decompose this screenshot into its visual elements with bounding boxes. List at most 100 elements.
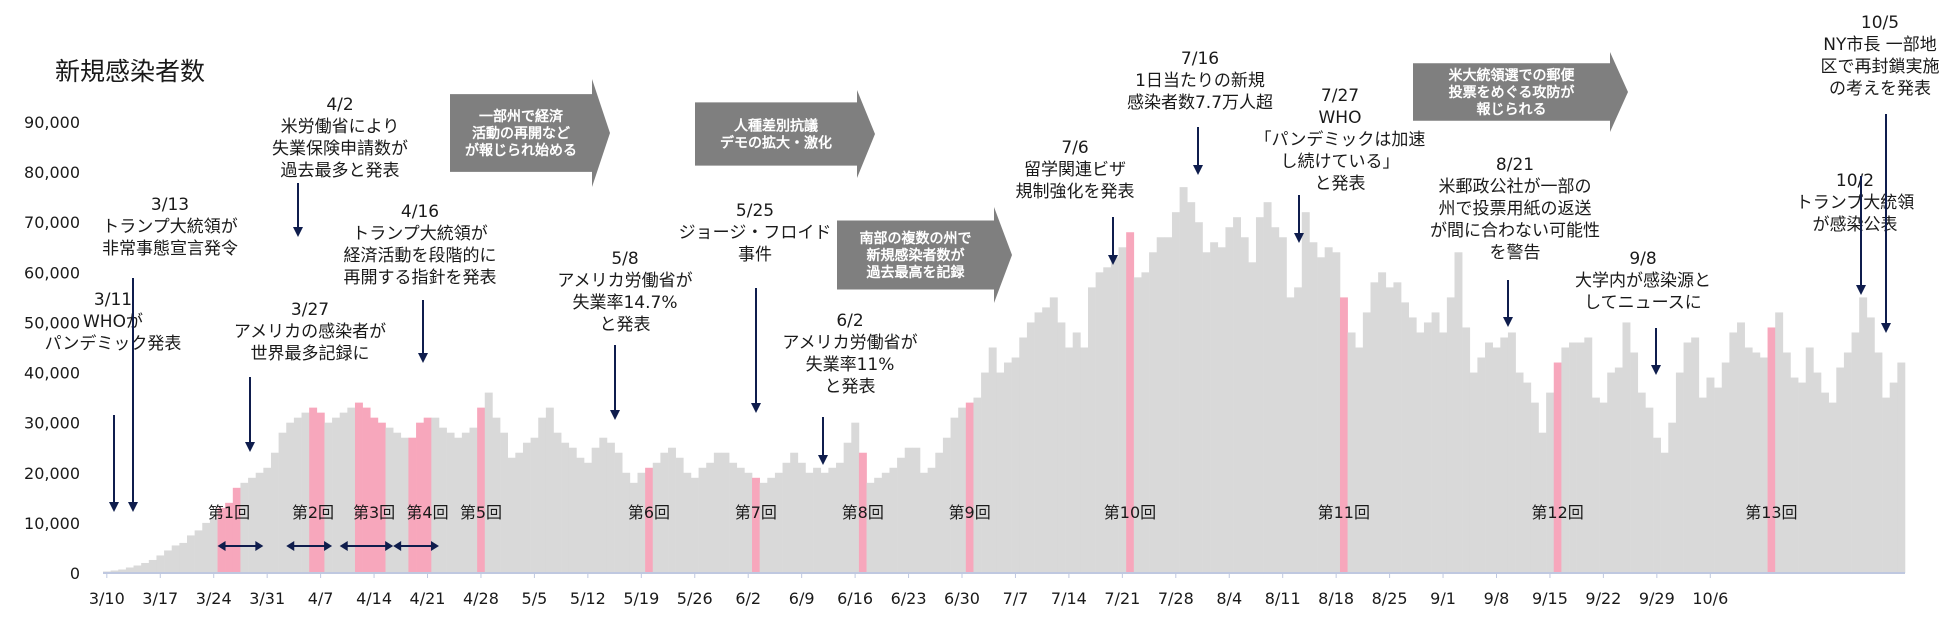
annotation-text: トランプ大統領が: [102, 217, 238, 237]
y-tick-label: 70,000: [24, 213, 80, 232]
bar: [530, 437, 539, 573]
bar: [1882, 397, 1891, 573]
annotation-arrowhead: [1503, 317, 1513, 327]
bar: [1798, 382, 1807, 573]
bar: [1401, 302, 1409, 573]
bar: [1805, 347, 1814, 573]
x-tick-label: 3/10: [89, 589, 125, 608]
bar: [194, 530, 203, 573]
bar: [1065, 347, 1074, 573]
event-annotations: 3/11WHOがパンデミック発表3/13トランプ大統領が非常事態宣言発令4/2米…: [45, 13, 1940, 512]
x-tick-label: 5/12: [570, 589, 606, 608]
event-banner-text: 一部州で経済: [479, 108, 564, 125]
event-banner-text: 新規感染者数が: [867, 247, 966, 264]
bar: [950, 417, 959, 573]
highlight-bar: [316, 412, 325, 573]
bar: [1423, 322, 1432, 573]
bar: [996, 372, 1005, 573]
bar: [1439, 332, 1448, 573]
bar: [759, 482, 768, 573]
highlight-bar: [477, 407, 486, 573]
bar: [1324, 247, 1333, 573]
bar: [1645, 407, 1654, 573]
bar: [1133, 277, 1142, 573]
bar: [1637, 392, 1646, 573]
bar: [240, 482, 249, 573]
bar: [1118, 247, 1127, 573]
bar: [828, 467, 837, 573]
annotation-text: 「パンデミックは加速: [1255, 129, 1426, 150]
annotation-text: と発表: [1315, 174, 1366, 194]
annotation-text: 1日当たりの新規: [1135, 71, 1265, 91]
bar: [1561, 347, 1570, 573]
bar: [1515, 372, 1524, 573]
bar: [1866, 317, 1875, 573]
bar: [568, 447, 577, 573]
highlight-bar: [217, 507, 226, 573]
bar: [1110, 257, 1119, 573]
y-tick-label: 20,000: [24, 464, 80, 483]
annotation-text: 過去最多と発表: [281, 161, 400, 181]
bar: [1851, 332, 1860, 573]
event-banner-text: 人種差別抗議: [734, 118, 818, 135]
annotation-arrowhead: [1108, 255, 1118, 265]
bar: [186, 535, 195, 573]
highlight-bar: [370, 417, 379, 573]
x-tick-label: 8/4: [1216, 589, 1242, 608]
bar: [1698, 397, 1707, 573]
bar: [1599, 402, 1608, 573]
bar: [347, 407, 356, 573]
bar: [1385, 287, 1394, 573]
bar: [660, 452, 669, 573]
y-axis: 0 10,000 20,000 30,000 40,000 50,000 60,000 70,…: [24, 113, 80, 583]
bar: [897, 457, 906, 573]
bar: [1813, 372, 1822, 573]
bar: [797, 462, 806, 573]
round-label: 第7回: [735, 503, 777, 522]
bar: [209, 517, 218, 573]
bar: [1714, 387, 1723, 573]
bar: [629, 482, 638, 573]
bar: [1446, 297, 1455, 573]
bar: [400, 437, 409, 573]
bar: [125, 567, 134, 573]
bar: [874, 477, 883, 573]
annotation-arrowhead: [1193, 165, 1203, 175]
bar: [622, 472, 631, 573]
event-banner-text: 活動の再開など: [472, 125, 570, 142]
bar: [1187, 202, 1196, 573]
x-tick-label: 4/28: [463, 589, 499, 608]
x-tick-label: 8/25: [1372, 589, 1408, 608]
bar: [1019, 337, 1028, 573]
bar: [767, 477, 776, 573]
bar: [1668, 422, 1677, 573]
x-tick-label: 8/11: [1265, 589, 1301, 608]
bar: [1546, 392, 1555, 573]
bar: [1721, 362, 1730, 573]
bar: [1897, 362, 1906, 573]
annotation-text: 規制強化を発表: [1016, 182, 1135, 202]
annotation-text: 4/2: [326, 95, 353, 115]
y-tick-label: 30,000: [24, 414, 80, 433]
bar: [1202, 252, 1211, 574]
round-label: 第9回: [949, 503, 991, 522]
bar: [958, 407, 967, 573]
bar: [1828, 402, 1837, 573]
bar: [1462, 327, 1471, 573]
annotation-text: パンデミック発表: [45, 333, 182, 354]
bar: [553, 432, 562, 573]
annotation-text: 6/2: [836, 311, 863, 331]
annotation-text: トランプ大統領: [1796, 193, 1915, 213]
bar: [1378, 272, 1387, 573]
bar: [1049, 297, 1058, 573]
bar: [1843, 352, 1852, 573]
bar: [1591, 397, 1600, 573]
bar: [942, 437, 951, 573]
round-label: 第5回: [460, 503, 502, 522]
x-tick-label: 7/28: [1158, 589, 1194, 608]
bar: [286, 422, 295, 573]
highlight-bar: [965, 402, 974, 573]
bar: [988, 347, 997, 573]
bar: [141, 562, 150, 573]
